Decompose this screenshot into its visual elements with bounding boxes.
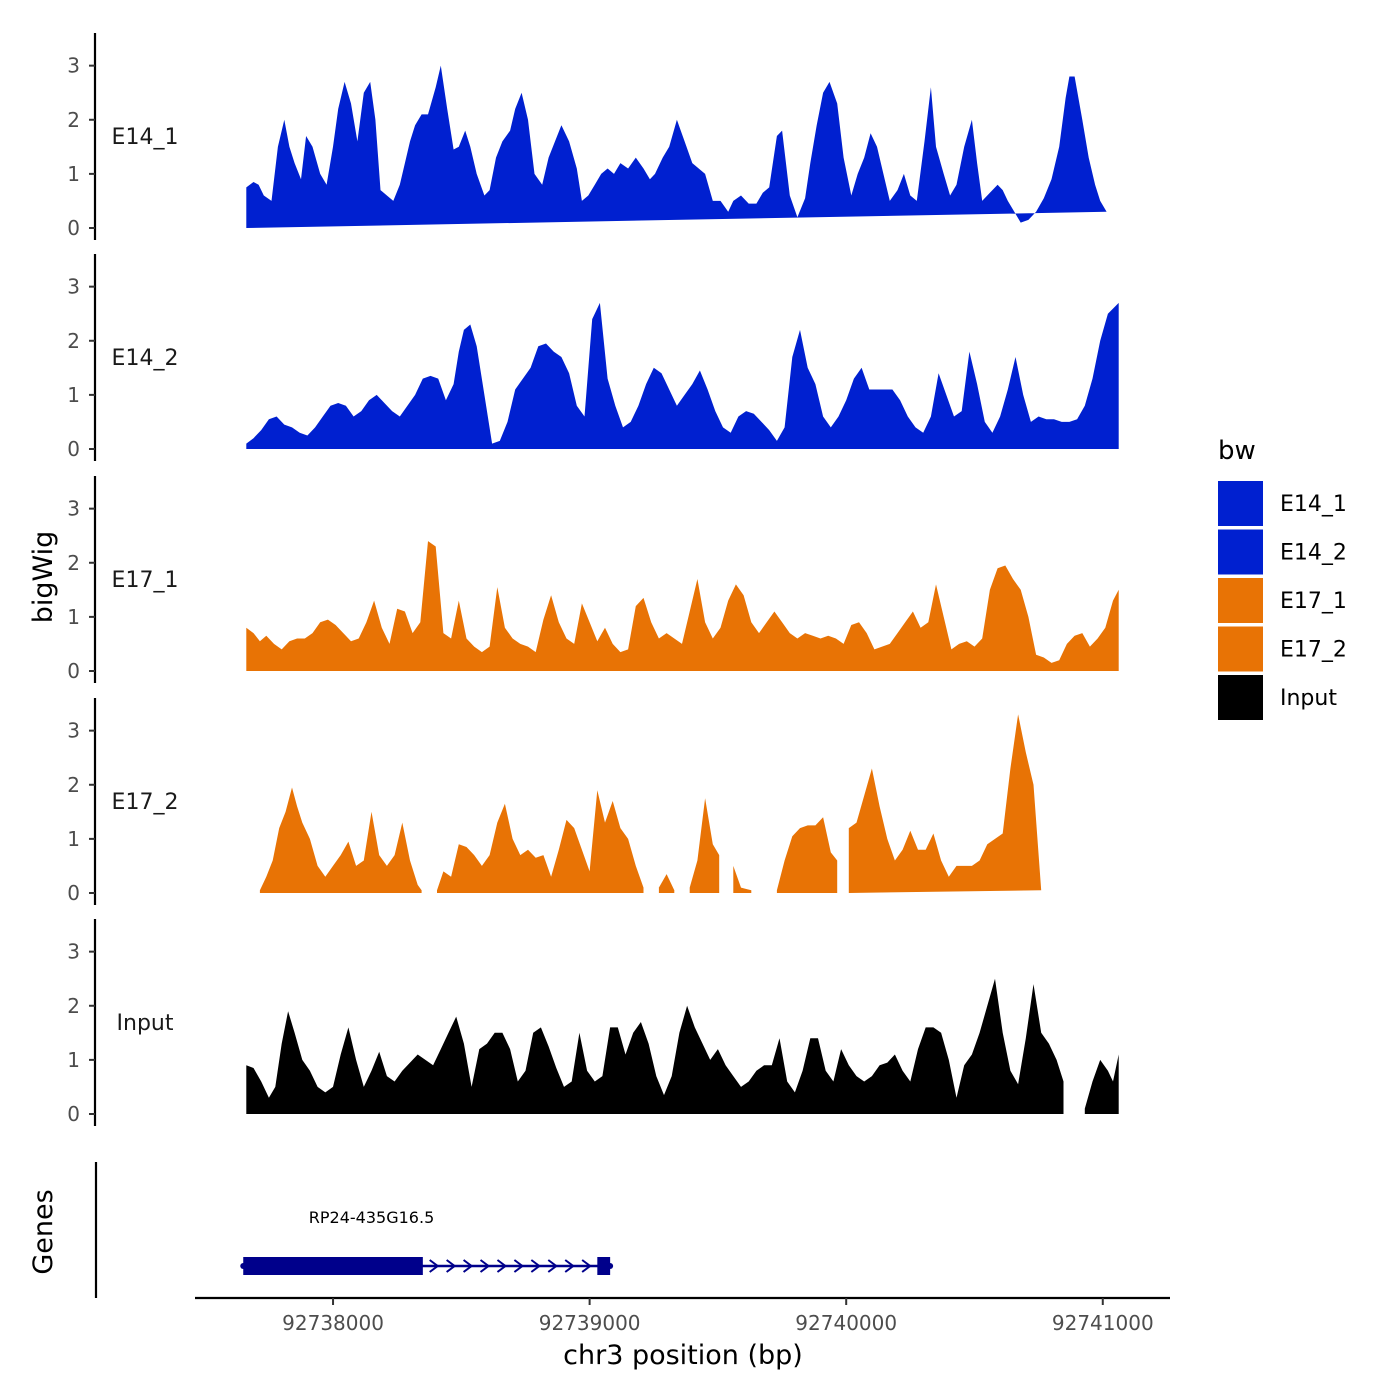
y-tick-label-Input-0: 0 <box>67 1102 80 1126</box>
y-tick-label-E17_1-0: 0 <box>67 659 80 683</box>
genes-track-title: Genes <box>28 1189 59 1274</box>
y-tick-label-E14_1-2: 2 <box>67 108 80 132</box>
legend-key-E14_2 <box>1218 529 1263 575</box>
legend-key-E17_2 <box>1218 626 1263 672</box>
strand-chevron <box>462 1259 474 1273</box>
strand-chevron <box>446 1259 457 1273</box>
y-tick-label-E14_2-2: 2 <box>67 329 80 353</box>
area-E17_2-segment-1 <box>437 790 644 893</box>
legend-label-E17_1: E17_1 <box>1280 589 1347 614</box>
gene-exon-0 <box>243 1257 423 1275</box>
area-E14_2-segment-0 <box>246 302 1119 449</box>
y-tick-label-E17_1-1: 1 <box>67 605 80 629</box>
legend-key-E14_1 <box>1218 481 1263 526</box>
gene-end-cap-1 <box>607 1263 614 1269</box>
area-Input-segment-2 <box>1084 1054 1119 1114</box>
area-E14_1-segment-0 <box>246 65 1107 228</box>
area-E17_1-segment-0 <box>246 541 1119 671</box>
x-axis: chr3 position (bp) 92738000 92739000 92740… <box>195 1296 1170 1371</box>
track-E14_2: 0 1 2 3 E14_2 <box>67 254 1119 461</box>
legend: bw E14_1 E14_2 E17_1 E17_2 Input <box>1218 436 1347 720</box>
area-E17_2-segment-6 <box>848 714 1042 893</box>
x-tick-label-92741000: 92741000 <box>1052 1311 1154 1335</box>
strand-chevron <box>530 1259 542 1273</box>
strand-chevron <box>496 1259 508 1273</box>
area-E17_2-segment-5 <box>776 817 838 893</box>
x-tick-label-92739000: 92739000 <box>539 1311 641 1335</box>
strand-chevron <box>479 1259 491 1273</box>
area-E17_2-segment-3 <box>689 798 720 893</box>
legend-label-E14_2: E14_2 <box>1280 541 1347 566</box>
tracks-layer: 0 1 2 3 E14_1 0 1 2 3 E14_2 0 1 2 3 E17_1 0 1 2 3 E17_2 0 1 2 3… <box>67 33 1119 1126</box>
area-Input-segment-0 <box>246 978 1064 1114</box>
y-tick-label-Input-1: 1 <box>67 1048 80 1072</box>
y-tick-label-Input-3: 3 <box>67 940 80 964</box>
strand-chevron <box>547 1259 558 1273</box>
gene-exon-1 <box>597 1257 611 1275</box>
x-tick-label-92738000: 92738000 <box>282 1311 384 1335</box>
y-tick-label-E14_2-3: 3 <box>67 275 80 299</box>
gene-track: Genes RP24-435G16.5 <box>28 1162 614 1298</box>
y-tick-label-E14_2-0: 0 <box>67 437 80 461</box>
y-tick-label-E17_2-3: 3 <box>67 719 80 743</box>
y-tick-label-E17_1-2: 2 <box>67 551 80 575</box>
track-label-E14_1: E14_1 <box>112 125 179 150</box>
y-tick-label-Input-2: 2 <box>67 994 80 1018</box>
track-label-Input: Input <box>117 1011 174 1036</box>
y-tick-label-E17_2-1: 1 <box>67 827 80 851</box>
gene-label: RP24-435G16.5 <box>309 1208 434 1227</box>
track-Input: 0 1 2 3 Input <box>67 919 1119 1126</box>
gene-end-cap-0 <box>240 1263 247 1269</box>
track-label-E14_2: E14_2 <box>112 346 179 371</box>
track-E14_1: 0 1 2 3 E14_1 <box>67 33 1107 240</box>
y-tick-label-E14_1-0: 0 <box>67 216 80 240</box>
area-E17_2-segment-2 <box>658 874 675 893</box>
track-label-E17_1: E17_1 <box>112 568 179 593</box>
track-E17_1: 0 1 2 3 E17_1 <box>67 476 1119 683</box>
y-tick-label-E17_2-0: 0 <box>67 881 80 905</box>
strand-chevron <box>581 1259 592 1273</box>
y-axis-title: bigWig <box>28 531 59 624</box>
y-tick-label-E14_2-1: 1 <box>67 383 80 407</box>
strand-chevron <box>429 1259 440 1273</box>
y-tick-label-E17_2-2: 2 <box>67 773 80 797</box>
legend-key-E17_1 <box>1218 578 1263 623</box>
y-tick-label-E14_1-3: 3 <box>67 54 80 78</box>
y-tick-label-E14_1-1: 1 <box>67 162 80 186</box>
legend-key-Input <box>1218 675 1263 720</box>
x-tick-label-92740000: 92740000 <box>795 1311 897 1335</box>
x-axis-title: chr3 position (bp) <box>563 1340 803 1371</box>
legend-label-E14_1: E14_1 <box>1280 492 1347 517</box>
y-tick-label-E17_1-3: 3 <box>67 497 80 521</box>
legend-title: bw <box>1218 436 1256 466</box>
track-label-E17_2: E17_2 <box>112 790 179 815</box>
strand-chevron <box>564 1259 575 1273</box>
legend-label-E17_2: E17_2 <box>1280 638 1347 663</box>
strand-chevron <box>513 1259 525 1273</box>
area-E17_2-segment-0 <box>259 787 422 893</box>
area-E17_2-segment-4 <box>733 865 752 893</box>
legend-label-Input: Input <box>1280 686 1337 711</box>
track-E17_2: 0 1 2 3 E17_2 <box>67 698 1042 905</box>
